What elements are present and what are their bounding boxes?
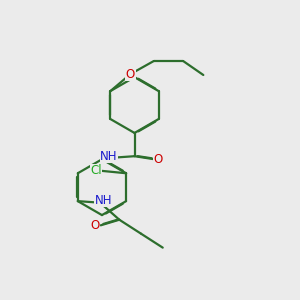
Text: O: O: [153, 153, 162, 166]
Text: O: O: [126, 68, 135, 81]
Text: Cl: Cl: [90, 164, 102, 177]
Text: NH: NH: [94, 194, 112, 207]
Text: O: O: [91, 219, 100, 232]
Text: NH: NH: [100, 150, 118, 163]
